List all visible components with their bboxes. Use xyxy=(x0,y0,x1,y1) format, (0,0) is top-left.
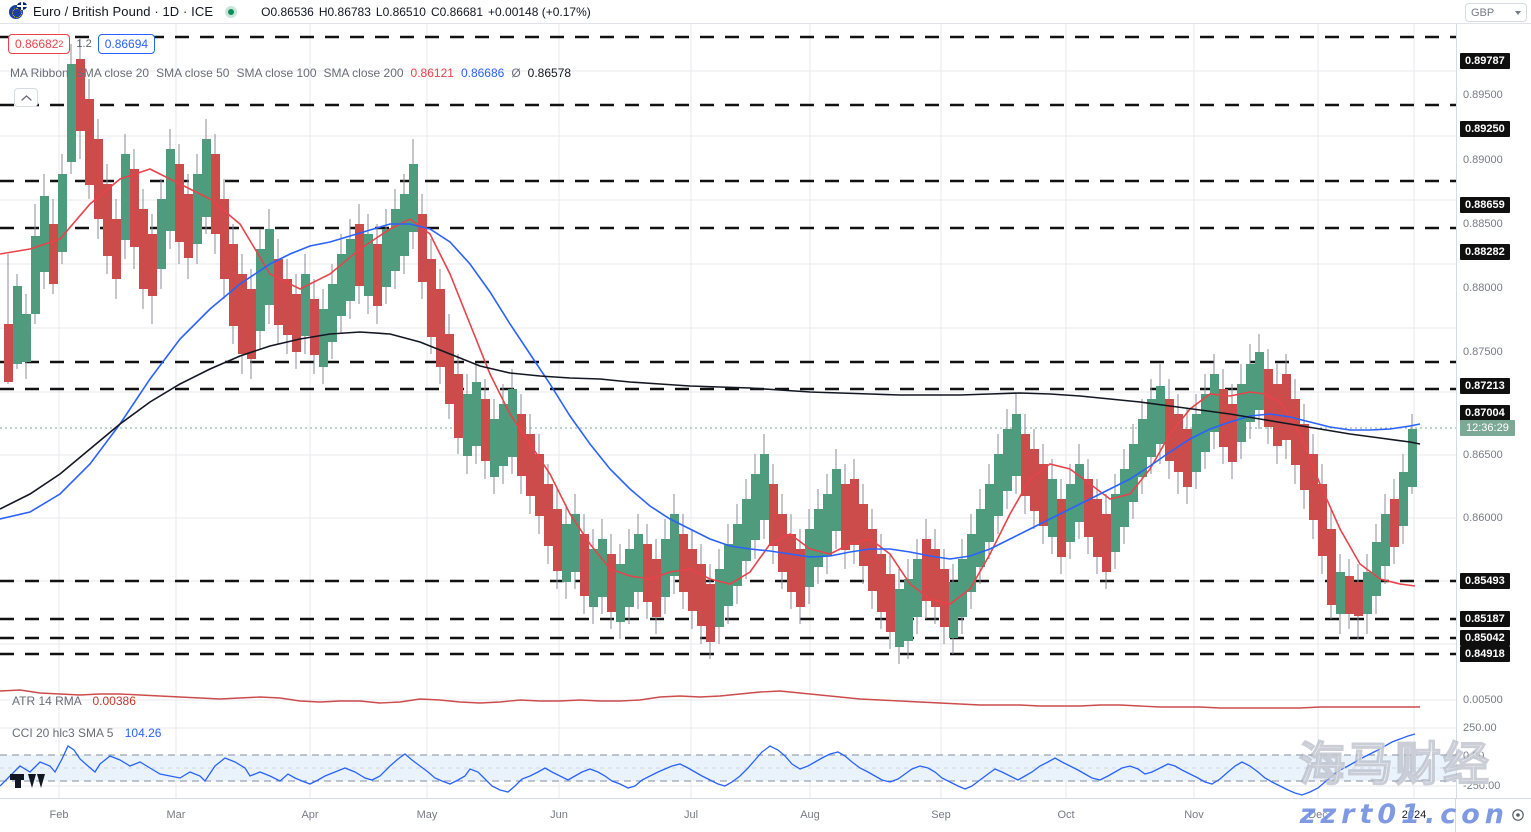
badge-separator-value: 1.2 xyxy=(76,38,92,50)
price-tick-label: 0.87500 xyxy=(1463,346,1503,358)
ohlc-high: H0.86783 xyxy=(318,4,371,19)
price-tick-label: 0.88500 xyxy=(1463,218,1503,230)
ohlc-low: L0.86510 xyxy=(375,4,426,19)
cci-title: CCI 20 hlc3 SMA 5 xyxy=(12,726,114,740)
atr-title: ATR 14 RMA xyxy=(12,694,82,708)
time-tick-label: Feb xyxy=(49,809,69,821)
time-tick-label: May xyxy=(416,809,438,821)
sma-200-line xyxy=(0,331,1421,510)
sma-50-line xyxy=(0,223,1421,560)
ma-value-red: 0.86121 xyxy=(410,66,454,80)
price-tick-label: 0.89250 xyxy=(1460,121,1510,137)
cci-tick-label: 0.00 xyxy=(1463,750,1485,762)
settings-target-icon[interactable] xyxy=(1510,807,1526,823)
price-badge-red[interactable]: 0.86682 2 xyxy=(8,34,71,54)
atr-value: 0.00386 xyxy=(92,694,136,708)
candlestick-series xyxy=(4,39,1417,664)
eu-uk-flag-icon xyxy=(9,2,27,20)
tradingview-logo-icon[interactable] xyxy=(10,766,46,788)
cci-reference-lines xyxy=(0,754,1456,782)
ma-avg-symbol: Ø xyxy=(511,66,521,80)
price-tick-label: 0.88659 xyxy=(1460,197,1510,213)
time-tick-label: Jun xyxy=(550,809,568,821)
chevron-up-icon[interactable] xyxy=(14,88,38,107)
ma-sma50-label: SMA close 50 xyxy=(156,66,230,80)
price-tick-label: 0.86500 xyxy=(1463,449,1503,461)
candle-bodies xyxy=(4,59,1417,647)
time-tick-label: Oct xyxy=(1057,809,1075,821)
time-tick-label: Dec xyxy=(1308,809,1328,821)
price-tick-label: 0.86000 xyxy=(1463,512,1503,524)
price-badge-red-value: 0.86682 xyxy=(15,37,59,51)
cci-legend[interactable]: CCI 20 hlc3 SMA 5 104.26 xyxy=(12,726,161,740)
axis-divider xyxy=(1455,799,1456,832)
ma-sma200-label: SMA close 200 xyxy=(323,66,404,80)
ma-value-blue: 0.86686 xyxy=(460,66,505,80)
chart-header-bar: Euro / British Pound · 1D · ICE O0.86536… xyxy=(0,0,1531,24)
ma-sma20-label: SMA close 20 xyxy=(75,66,150,80)
cci-tick-label: 250.00 xyxy=(1463,722,1497,734)
ohlc-readout: O0.86536 H0.86783 L0.86510 C0.86681 +0.00148… xyxy=(261,5,596,19)
cci-line xyxy=(0,733,1416,796)
time-tick-label: Apr xyxy=(301,809,319,821)
price-tick-label: 0.88000 xyxy=(1463,282,1503,294)
candle-wicks xyxy=(7,39,1413,664)
time-tick-label: Nov xyxy=(1184,809,1204,821)
price-tick-label: 0.84918 xyxy=(1460,646,1510,662)
time-tick-label: Sep xyxy=(931,809,951,821)
price-tick-label: 0.87213 xyxy=(1460,378,1510,394)
time-tick-label-year: 2024 xyxy=(1401,809,1427,821)
currency-select[interactable]: GBP xyxy=(1465,3,1527,22)
price-axis[interactable]: 0.89787 0.89500 0.89250 0.89000 0.88659 … xyxy=(1456,24,1531,798)
current-price-label: 12:36:29 xyxy=(1460,420,1515,436)
time-tick-label: Jul xyxy=(683,809,699,821)
vertical-gridlines xyxy=(58,24,1415,798)
ma-ribbon-legend[interactable]: MA Ribbon SMA close 20 SMA close 50 SMA … xyxy=(10,66,571,80)
currency-value: GBP xyxy=(1471,6,1495,19)
price-tick-label: 0.85187 xyxy=(1460,611,1510,627)
atr-line xyxy=(0,689,1420,709)
price-tick-label: 0.85042 xyxy=(1460,630,1510,646)
cci-tick-label: -250.00 xyxy=(1463,780,1501,792)
sma-20-line xyxy=(0,168,1416,605)
atr-tick-label: 0.00500 xyxy=(1463,694,1503,706)
ma-avg-value: 0.86578 xyxy=(527,66,572,80)
ohlc-open: O0.86536 xyxy=(261,4,314,19)
symbol-title[interactable]: Euro / British Pound · 1D · ICE xyxy=(33,4,214,19)
price-tick-label: 0.85493 xyxy=(1460,573,1510,589)
time-tick-label: Aug xyxy=(800,809,820,821)
ohlc-close: C0.86681 xyxy=(430,4,483,19)
atr-legend[interactable]: ATR 14 RMA 0.00386 xyxy=(12,694,136,708)
price-badge-blue[interactable]: 0.86694 xyxy=(97,34,156,54)
price-tick-label: 0.88282 xyxy=(1460,244,1510,260)
ma-ribbon-title: MA Ribbon xyxy=(10,66,69,80)
time-axis[interactable]: Feb Mar Apr May Jun Jul Aug Sep Oct Nov … xyxy=(0,798,1531,832)
price-badge-red-sup: 2 xyxy=(58,38,64,49)
ma-sma100-label: SMA close 100 xyxy=(236,66,317,80)
chart-canvas[interactable] xyxy=(0,24,1456,798)
cci-value: 104.26 xyxy=(124,726,162,740)
chevron-down-icon xyxy=(1515,10,1521,15)
price-tick-label: 0.89000 xyxy=(1463,154,1503,166)
market-open-dot-icon[interactable] xyxy=(225,5,238,18)
price-tick-label: 0.89500 xyxy=(1463,89,1503,101)
price-level-badges: 0.86682 2 1.2 0.86694 xyxy=(8,34,156,54)
ohlc-change: +0.00148 (+0.17%) xyxy=(488,4,591,19)
time-tick-label: Mar xyxy=(166,809,186,821)
price-tick-label: 0.87004 xyxy=(1460,405,1510,421)
price-tick-label: 0.89787 xyxy=(1460,53,1510,69)
